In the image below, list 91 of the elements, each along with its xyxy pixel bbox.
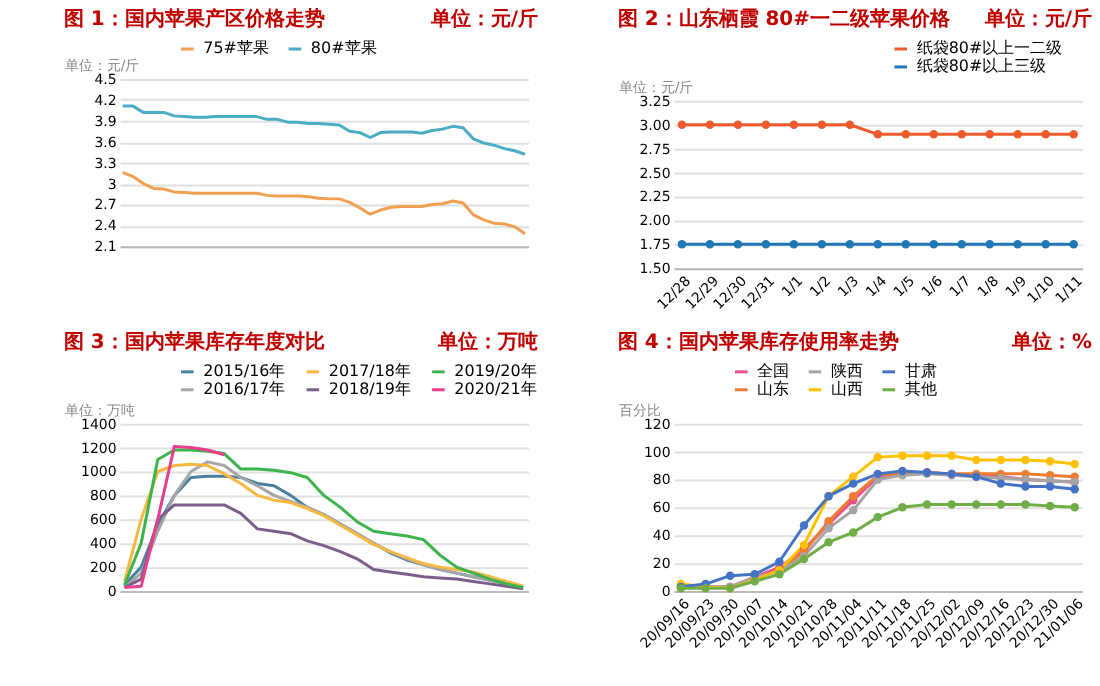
point: [922, 451, 932, 460]
point: [947, 451, 956, 460]
point: [947, 500, 956, 509]
line-series: [123, 444, 226, 589]
point: [761, 240, 771, 249]
point: [761, 120, 771, 129]
legend-label: 75#苹果: [203, 39, 269, 57]
point: [705, 120, 715, 129]
text: 单位：元/斤: [428, 7, 539, 32]
point: [1041, 240, 1050, 249]
chart-title: 图 3：国内苹果库存年度对比: [63, 329, 325, 354]
legend-label: 纸袋80#以上三级: [916, 56, 1047, 75]
point: [799, 521, 809, 530]
point: [873, 130, 883, 139]
legend-label: 80#苹果: [310, 39, 377, 57]
point: [799, 540, 809, 550]
point: [789, 120, 799, 129]
point: [957, 240, 966, 249]
chart-title: 图 4：国内苹果库存使用率走势: [617, 329, 899, 354]
point: [824, 524, 833, 533]
point: [848, 528, 858, 537]
point: [789, 240, 799, 249]
point: [733, 240, 743, 249]
point: [1013, 240, 1022, 249]
point: [824, 538, 833, 547]
point: [817, 240, 827, 249]
chart-title: 图 2：山东栖霞 80#一二级苹果价格: [617, 7, 952, 32]
point: [1021, 482, 1030, 491]
point: [1070, 503, 1079, 512]
line-series: [121, 104, 527, 156]
point: [985, 130, 994, 139]
legend-label: 山西: [830, 379, 863, 398]
point: [901, 130, 911, 139]
line-series: [121, 170, 527, 236]
point: [1069, 240, 1078, 249]
point: [1070, 485, 1079, 494]
point: [1021, 455, 1030, 465]
text: 单位：元/斤: [982, 7, 1093, 32]
legend-label: 2015/16年: [203, 361, 286, 380]
point: [929, 130, 938, 139]
point: [957, 130, 966, 139]
point: [848, 505, 858, 515]
point: [1045, 457, 1055, 466]
legend-label: 全国: [757, 361, 790, 380]
point: [848, 491, 858, 501]
point: [996, 500, 1006, 509]
point: [1021, 500, 1030, 509]
point: [873, 240, 883, 249]
text: 单位：万吨: [436, 329, 539, 354]
legend-label: 2019/20年: [454, 361, 537, 380]
legend-label: 其他: [904, 379, 937, 398]
point: [972, 500, 981, 509]
legend-label: 山东: [757, 379, 790, 398]
line-series: [123, 503, 525, 591]
point: [1013, 130, 1022, 139]
point: [677, 240, 687, 249]
point: [848, 472, 858, 481]
point: [845, 120, 855, 129]
point: [898, 503, 907, 512]
point: [1045, 501, 1055, 511]
legend-label: 甘肃: [904, 361, 937, 380]
point: [848, 479, 858, 488]
point: [929, 240, 938, 249]
legend-label: 陕西: [830, 361, 863, 380]
legend-label: 2018/19年: [328, 379, 412, 398]
point: [705, 240, 715, 249]
point: [1069, 130, 1078, 139]
legend-label: 纸袋80#以上一二级: [916, 39, 1063, 57]
point: [922, 500, 932, 509]
text: 单位：%: [1010, 329, 1093, 354]
point: [817, 120, 827, 129]
chart-title: 图 1：国内苹果产区价格走势: [63, 7, 325, 32]
point: [996, 455, 1006, 465]
point: [1041, 130, 1050, 139]
point: [1045, 482, 1055, 491]
point: [733, 120, 743, 129]
point: [677, 120, 687, 129]
point: [898, 451, 907, 460]
point: [725, 571, 735, 580]
point: [845, 240, 855, 249]
point: [873, 452, 883, 462]
point: [1070, 459, 1079, 469]
point: [873, 512, 883, 522]
point: [901, 240, 911, 249]
point: [775, 557, 784, 566]
legend-label: 2016/17年: [203, 379, 286, 398]
point: [985, 240, 994, 249]
point: [996, 479, 1006, 488]
legend-label: 2020/21年: [454, 379, 537, 398]
legend-label: 2017/18年: [328, 361, 412, 380]
point: [972, 455, 981, 465]
